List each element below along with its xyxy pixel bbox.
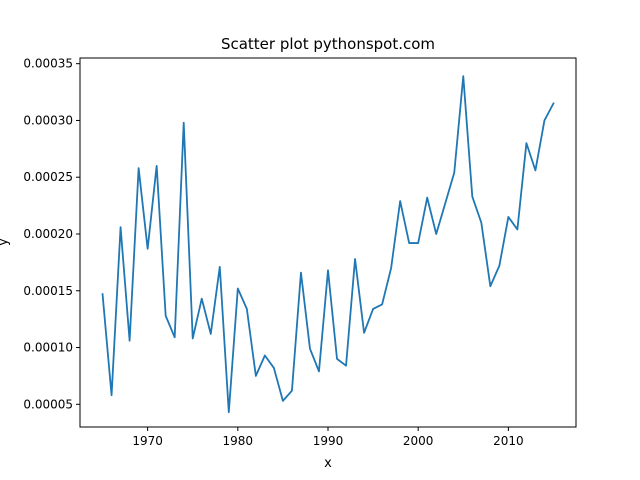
series-line [101, 75, 555, 414]
y-axis: 0.00005 0.00010 0.00015 0.00020 0.00025 0.000… [23, 57, 80, 411]
x-tick-label: 2000 [403, 434, 434, 448]
plot-area-frame [79, 57, 577, 428]
chart-title: Scatter plot pythonspot.com [221, 35, 435, 53]
x-axis: 1970 1980 1990 2000 2010 [132, 427, 524, 448]
x-axis-label: x [324, 456, 332, 471]
series-group [101, 75, 555, 414]
y-tick-label: 0.00015 [23, 284, 73, 298]
y-tick-label: 0.00025 [23, 170, 73, 184]
y-tick-label: 0.00010 [23, 341, 73, 355]
y-tick-label: 0.00005 [23, 397, 73, 411]
x-tick-label: 2010 [493, 434, 524, 448]
y-tick-label: 0.00035 [23, 57, 73, 71]
x-tick-label: 1990 [313, 434, 344, 448]
y-tick-label: 0.00030 [23, 113, 73, 127]
y-axis-label: y [0, 238, 11, 246]
y-tick-label: 0.00020 [23, 227, 73, 241]
x-tick-label: 1980 [223, 434, 254, 448]
x-tick-label: 1970 [132, 434, 163, 448]
